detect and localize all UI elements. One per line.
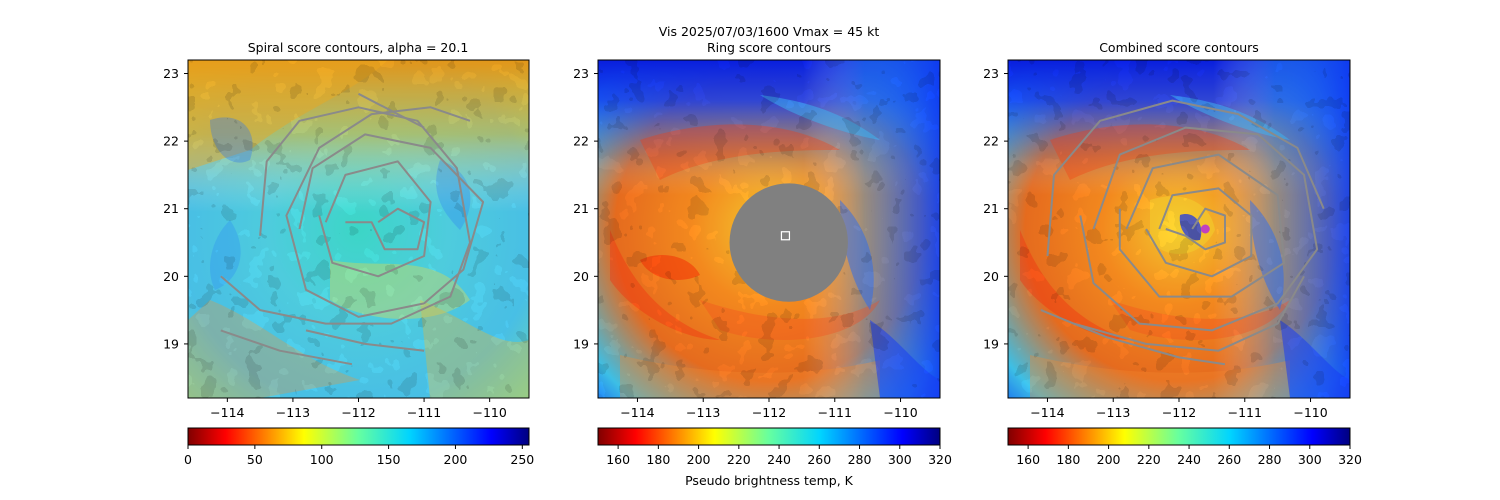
contour-line-1 [1165,207,1226,251]
y-tick-label: 23 [163,66,179,81]
colorbar-tick-label: 250 [510,452,534,467]
panel-title: Spiral score contours, alpha = 20.1 [248,40,469,55]
x-tick-label: −114 [1030,405,1064,420]
x-tick-label: −110 [1293,405,1327,420]
x-tick-label: −110 [883,405,917,420]
contour-line-2 [318,160,432,278]
combined-contours [1040,99,1325,366]
y-axis: 19 20 21 22 23 [983,66,1008,351]
contour-line-4 [1079,126,1319,332]
y-tick-label: 19 [163,336,179,351]
x-tick-label: −110 [472,405,506,420]
x-tick-label: −113 [686,405,720,420]
contour-line-4 [220,106,471,325]
y-tick-label: 22 [573,134,589,149]
x-tick-label: −112 [1162,405,1196,420]
satellite-field [187,59,530,399]
colorbar-tick-label: 160 [1016,452,1040,467]
contour-line-7 [358,92,425,129]
y-tick-label: 20 [573,269,589,284]
contour-line-2 [1145,187,1253,278]
y-tick-label: 21 [573,201,589,216]
y-tick-label: 23 [983,66,999,81]
colorbar-label: Pseudo brightness temp, K [685,473,854,488]
colorbar-tick-label: 240 [1177,452,1201,467]
storm-center-marker [1200,224,1210,234]
colorbar-tick-label: 320 [928,452,952,467]
colorbar-tick-label: 200 [1097,452,1121,467]
colorbar-tick-label: 180 [1056,452,1080,467]
contour-line-6 [305,329,425,352]
figure-suptitle: Vis 2025/07/03/1600 Vmax = 45 kt [659,24,880,39]
colorbar-tick-label: 220 [727,452,751,467]
panel-title: Combined score contours [1099,40,1259,55]
x-tick-label: −111 [407,405,441,420]
colorbar-tick-label: 200 [444,452,468,467]
colorbar-tick-label: 260 [1217,452,1241,467]
masked-eye-region [729,183,848,302]
y-tick-label: 22 [983,134,999,149]
colorbar-tick-label: 280 [848,452,872,467]
y-tick-label: 20 [983,269,999,284]
colorbar-tick-label: 0 [184,452,192,467]
spiral-contours [220,92,485,366]
contour-line-7 [1040,309,1226,366]
contour-line-3 [345,207,426,251]
colorbar-tick-label: 200 [687,452,711,467]
x-tick-label: −113 [1096,405,1130,420]
y-tick-label: 19 [573,336,589,351]
colorbar: 0 50 100 150 200 250 [184,427,534,467]
colorbar-tick-label: 50 [247,452,263,467]
colorbar-tick-label: 100 [310,452,334,467]
panel-spiral-score: Spiral score contours, alpha = 20.1 −114… [163,40,534,467]
colorbar-tick-label: 300 [888,452,912,467]
y-tick-label: 21 [163,201,179,216]
colorbar-tick-label: 160 [606,452,630,467]
panel-ring-score: Ring score contours −114 −113 −112 −111 −110… [573,40,952,488]
x-tick-label: −111 [1228,405,1262,420]
x-tick-label: −114 [620,405,654,420]
x-tick-label: −114 [210,405,244,420]
panel-combined-score: Combined score contours −114 −113 −112 −111… [983,40,1362,467]
colorbar-tick-label: 320 [1338,452,1362,467]
satellite-field [1007,59,1351,399]
colorbar-tick-label: 220 [1137,452,1161,467]
contour-line-5 [1046,99,1325,257]
x-tick-label: −113 [276,405,310,420]
colorbar-tick-label: 260 [807,452,831,467]
y-axis: 19 20 21 22 23 [163,66,188,351]
y-tick-label: 20 [163,269,179,284]
colorbar-tick-label: 300 [1298,452,1322,467]
satellite-field [597,59,941,399]
contour-line-5 [220,329,353,366]
y-tick-label: 22 [163,134,179,149]
x-tick-label: −111 [818,405,852,420]
y-tick-label: 19 [983,336,999,351]
x-axis: −114 −113 −112 −111 −110 [210,398,507,420]
x-axis: −114 −113 −112 −111 −110 [620,398,918,420]
colorbar: 160 180 200 220 240 260 280 300 320 [1007,427,1362,467]
x-axis: −114 −113 −112 −111 −110 [1030,398,1328,420]
x-tick-label: −112 [341,405,375,420]
storm-center-marker [780,231,791,241]
colorbar-tick-label: 180 [646,452,670,467]
panel-title: Ring score contours [707,40,831,55]
y-axis: 19 20 21 22 23 [573,66,598,351]
contour-line-3 [1118,153,1286,298]
y-tick-label: 23 [573,66,589,81]
contour-line-1 [285,106,485,318]
colorbar: 160 180 200 220 240 260 280 300 320 [597,427,952,467]
contour-line-6 [1073,275,1305,352]
y-tick-label: 21 [983,201,999,216]
x-tick-label: −112 [752,405,786,420]
colorbar-tick-label: 280 [1258,452,1282,467]
colorbar-tick-label: 150 [377,452,401,467]
colorbar-tick-label: 240 [767,452,791,467]
